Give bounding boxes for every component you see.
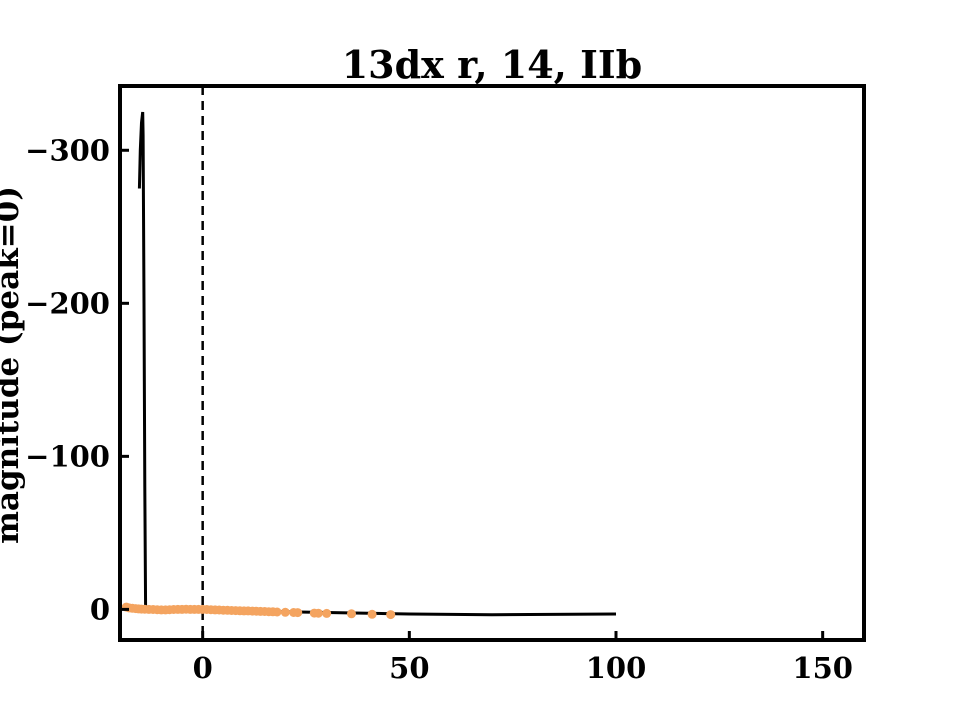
y-tick-label: −300 [25, 133, 110, 167]
observed-point [367, 609, 377, 619]
x-tick-label: 100 [586, 651, 647, 685]
series-line-model [137, 111, 617, 617]
scatter-points-observed [121, 602, 396, 620]
observed-point [280, 607, 290, 617]
plot-frame [118, 84, 866, 642]
observed-point [272, 607, 282, 617]
x-tick-label: 150 [792, 651, 853, 685]
y-tick-label: −200 [25, 286, 110, 320]
observed-point [293, 608, 303, 618]
observed-point [347, 609, 356, 619]
x-tick-label: 0 [193, 651, 213, 685]
y-tick-label: −100 [25, 439, 110, 473]
observed-point [386, 610, 396, 620]
y-axis-ticks: −300 −200 −100 0 [25, 133, 129, 626]
chart-title: 13dx r, 14, IIb [342, 42, 643, 87]
x-axis-ticks: 0 50 100 150 [193, 631, 853, 685]
x-tick-label: 50 [389, 651, 429, 685]
observed-point [313, 608, 323, 618]
y-axis-label: magnitude (peak=0) [0, 186, 26, 544]
observed-point [322, 608, 332, 618]
y-tick-label: 0 [90, 592, 110, 626]
